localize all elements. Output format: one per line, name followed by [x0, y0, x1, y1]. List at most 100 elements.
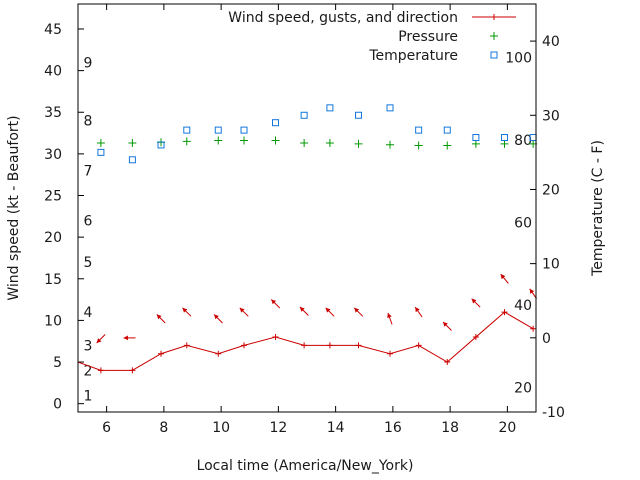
wind-direction-arrow: [270, 299, 281, 309]
temperature-point: [472, 134, 480, 142]
x-tick-label: 6: [102, 420, 111, 436]
x-tick-label: 18: [441, 420, 459, 436]
pressure-point: [354, 139, 363, 148]
x-tick-label: 12: [269, 420, 287, 436]
pressure-point: [271, 136, 280, 145]
wind-speed-point: [241, 342, 248, 349]
temperature-point: [386, 104, 394, 112]
fahrenheit-label: 80: [514, 133, 532, 149]
x-tick-label: 8: [159, 420, 168, 436]
pressure-point: [325, 139, 334, 148]
arrow-head: [354, 307, 360, 313]
plot-frame: [77, 3, 537, 413]
wind-speed-point: [301, 342, 308, 349]
wind-speed-point: [272, 334, 279, 341]
wind-direction-arrow: [182, 307, 192, 317]
x-tick-label: 20: [498, 420, 516, 436]
y-left-tick-label: 45: [44, 22, 62, 38]
y-left-tick-label: 30: [44, 147, 62, 163]
wind-speed-point: [472, 334, 479, 341]
y-left-tick-label: 25: [44, 189, 62, 205]
y-left-tick-label: 15: [44, 272, 62, 288]
wind-direction-arrow: [529, 288, 537, 299]
arrow-head: [271, 299, 277, 305]
wind-speed-line: [78, 311, 534, 371]
wind-speed-point: [215, 350, 222, 357]
beaufort-label: 6: [84, 213, 93, 229]
pressure-point: [443, 141, 452, 150]
y-right-tick-label: 0: [542, 331, 551, 347]
arrow-head: [387, 313, 392, 319]
pressure-point: [300, 139, 309, 148]
wind-speed-point: [444, 359, 451, 366]
x-tick-label: 16: [384, 420, 402, 436]
temperature-point: [501, 134, 509, 142]
arrow-head: [471, 298, 477, 304]
pressure-point: [386, 140, 395, 149]
pressure-point: [500, 139, 509, 148]
y-left-tick-label: 35: [44, 105, 62, 121]
legend: Wind speed, gusts, and direction Pressure…: [228, 10, 516, 64]
wind-speed-point: [129, 367, 136, 374]
y-right-tick-label: 10: [542, 257, 560, 273]
arrow-head: [182, 307, 188, 313]
wind-direction-arrow: [471, 298, 481, 308]
pressure-point: [471, 139, 480, 148]
temperature-point: [415, 126, 423, 134]
temperature-point: [183, 126, 191, 134]
beaufort-label: 8: [84, 114, 93, 130]
arrow-head: [96, 338, 102, 343]
wind-direction-arrow: [387, 312, 393, 325]
wind-direction-arrow: [414, 306, 423, 318]
temperature-point: [300, 111, 308, 119]
beaufort-label: 3: [84, 338, 93, 354]
x-tick-label: 14: [327, 420, 345, 436]
arrow-head: [443, 321, 448, 327]
y-left-tick-label: 40: [44, 64, 62, 80]
x-axis-label: Local time (America/New_York): [197, 458, 414, 474]
y-right-tick-label: 20: [542, 182, 560, 198]
y-right-tick-label: 30: [542, 108, 560, 124]
y-right-tick-label: -10: [542, 405, 565, 421]
fahrenheit-label: 60: [514, 215, 532, 231]
legend-swatch-plus: [490, 32, 498, 40]
wind-direction-arrow: [156, 314, 166, 324]
wind-speed-point: [97, 367, 104, 374]
arrow-head: [123, 335, 128, 341]
temperature-point: [240, 126, 248, 134]
beaufort-label: 7: [84, 164, 93, 180]
beaufort-label: 1: [84, 388, 93, 404]
x-tick-label: 10: [212, 420, 230, 436]
tick-marks: [78, 4, 536, 413]
y-left-tick-label: 0: [53, 397, 62, 413]
arrow-head: [415, 307, 420, 313]
wind-speed-point: [387, 350, 394, 357]
y-axis-label-left: Wind speed (kt - Beaufort): [6, 115, 22, 300]
arrow-head: [239, 307, 245, 313]
beaufort-label: 5: [84, 255, 93, 271]
arrow-head: [529, 288, 535, 294]
legend-label: Pressure: [398, 29, 458, 45]
wind-direction-arrow: [325, 307, 335, 317]
temperature-point: [272, 119, 280, 127]
legend-swatch-plus: [491, 14, 497, 20]
wind-speed-point: [158, 350, 165, 357]
arrow-head: [500, 274, 506, 280]
temperature-point: [443, 126, 451, 134]
y-left-tick-label: 20: [44, 230, 62, 246]
temperature-point: [326, 104, 334, 112]
legend-swatch-square: [490, 51, 498, 59]
temperature-point: [157, 141, 165, 149]
wind-speed-point: [326, 342, 333, 349]
fahrenheit-label: 20: [514, 380, 532, 396]
arrow-head: [214, 314, 219, 320]
wind-speed-point: [183, 342, 190, 349]
wind-direction-arrow: [123, 335, 136, 341]
wind-direction-arrow: [239, 307, 249, 317]
y-axis-label-right: Temperature (C - F): [590, 140, 606, 277]
arrow-head: [299, 307, 305, 312]
pressure-point: [182, 137, 191, 146]
arrow-head: [325, 307, 331, 313]
fahrenheit-label: 100: [505, 51, 532, 67]
